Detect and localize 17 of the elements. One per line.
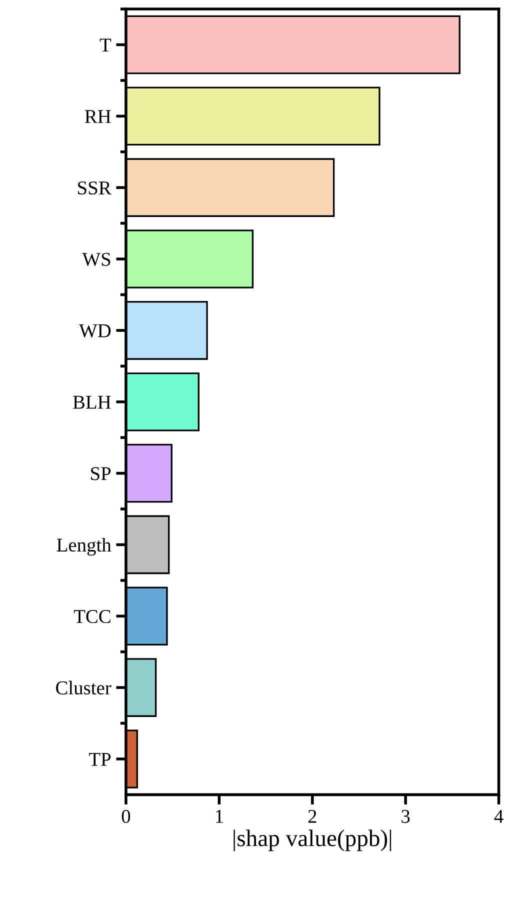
x-tick-label: 4 [494,810,504,823]
y-tick-label: Cluster [56,680,112,694]
y-tick-label: BLH [73,396,111,409]
x-tick-label: 3 [402,810,410,823]
y-tick-label: SSR [78,181,112,195]
x-tick-label: 2 [308,810,316,823]
x-axis-title: |shap value(ppb)| [234,830,392,852]
y-tick-label: SP [91,467,111,480]
x-tick-label: 0 [122,810,130,823]
y-tick-label: Length [56,538,112,556]
y-tick-label: TCC [74,610,110,624]
y-tick-label: WD [79,324,111,338]
y-tick-label: T [100,38,112,52]
y-tick-label: WS [82,252,110,266]
x-tick-label: 1 [216,810,223,823]
y-tick-label: TP [89,752,111,766]
y-tick-label: RH [84,110,111,123]
